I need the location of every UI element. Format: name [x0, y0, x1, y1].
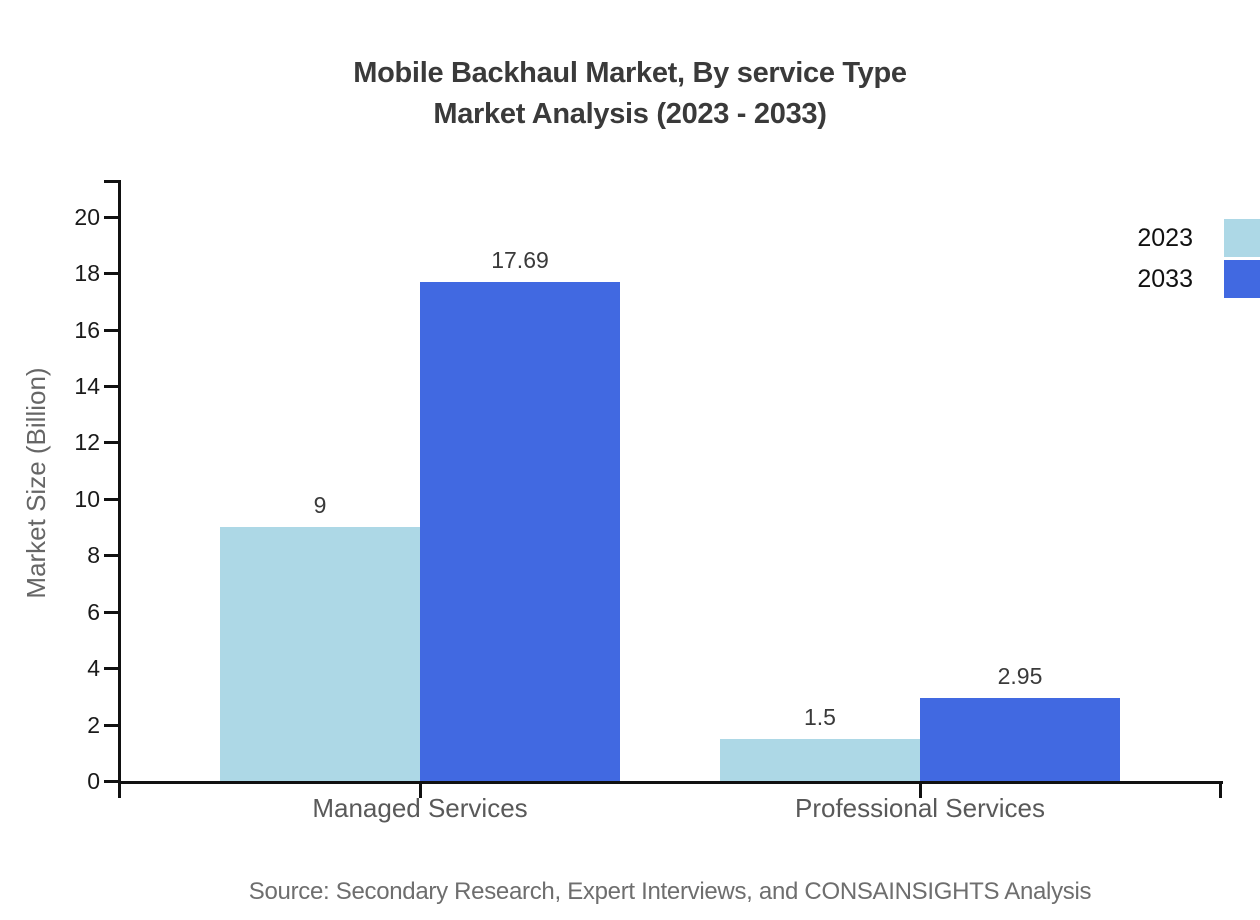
- y-axis-tick-label: 10: [74, 485, 100, 512]
- y-axis-tick: [104, 272, 118, 276]
- y-axis-tick: [104, 384, 118, 388]
- y-axis-end-tick: [104, 180, 118, 183]
- bar-value-label: 9: [313, 492, 327, 519]
- x-category-label: Professional Services: [795, 793, 1045, 823]
- chart-title: Mobile Backhaul Market, By service Type …: [0, 53, 1260, 135]
- legend-label-2023: 2023: [1137, 224, 1193, 252]
- bar-managed-services-2023: [220, 527, 420, 781]
- chart-title-line2: Market Analysis (2023 - 2033): [433, 98, 827, 130]
- y-axis-tick-label: 8: [87, 542, 100, 569]
- chart-title-line1: Mobile Backhaul Market, By service Type: [353, 57, 907, 89]
- y-axis-tick: [104, 667, 118, 671]
- legend-label-2033: 2033: [1137, 265, 1193, 293]
- x-axis-tick: [419, 781, 422, 798]
- y-axis-tick-label: 18: [74, 260, 100, 287]
- bar-managed-services-2033: [420, 281, 620, 781]
- y-axis-tick: [104, 780, 118, 783]
- y-axis-tick: [104, 554, 118, 558]
- y-axis-tick-label: 16: [74, 316, 100, 343]
- x-axis-tick: [919, 781, 922, 798]
- bar-professional-services-2023: [720, 738, 920, 781]
- y-axis-tick: [104, 441, 118, 445]
- y-axis-tick-label: 6: [87, 598, 100, 625]
- y-axis-tick-label: 2: [87, 711, 100, 738]
- bar-value-label: 2.95: [997, 662, 1043, 689]
- y-axis-tick-label: 20: [74, 203, 100, 230]
- x-axis-end-tick: [1219, 781, 1222, 798]
- y-axis-tick: [104, 215, 118, 219]
- x-category-label: Managed Services: [312, 793, 528, 823]
- y-axis-tick-label: 4: [87, 655, 100, 682]
- bar-value-label: 17.69: [491, 246, 549, 273]
- legend-swatch-2023: [1224, 219, 1260, 257]
- y-axis-tick-label: 14: [74, 372, 100, 399]
- legend-swatch-2033: [1224, 260, 1260, 298]
- x-axis-line: [118, 781, 1223, 784]
- source-note: Source: Secondary Research, Expert Inter…: [248, 878, 1092, 905]
- y-axis-tick: [104, 328, 118, 332]
- y-axis-tick-label: 0: [87, 768, 100, 794]
- y-axis-tick: [104, 610, 118, 614]
- y-axis-tick: [104, 497, 118, 501]
- bar-value-label: 1.5: [804, 703, 836, 730]
- y-axis-line: [118, 180, 121, 798]
- y-axis-tick: [104, 723, 118, 727]
- bar-professional-services-2033: [920, 697, 1120, 781]
- y-axis-tick-label: 12: [74, 429, 100, 456]
